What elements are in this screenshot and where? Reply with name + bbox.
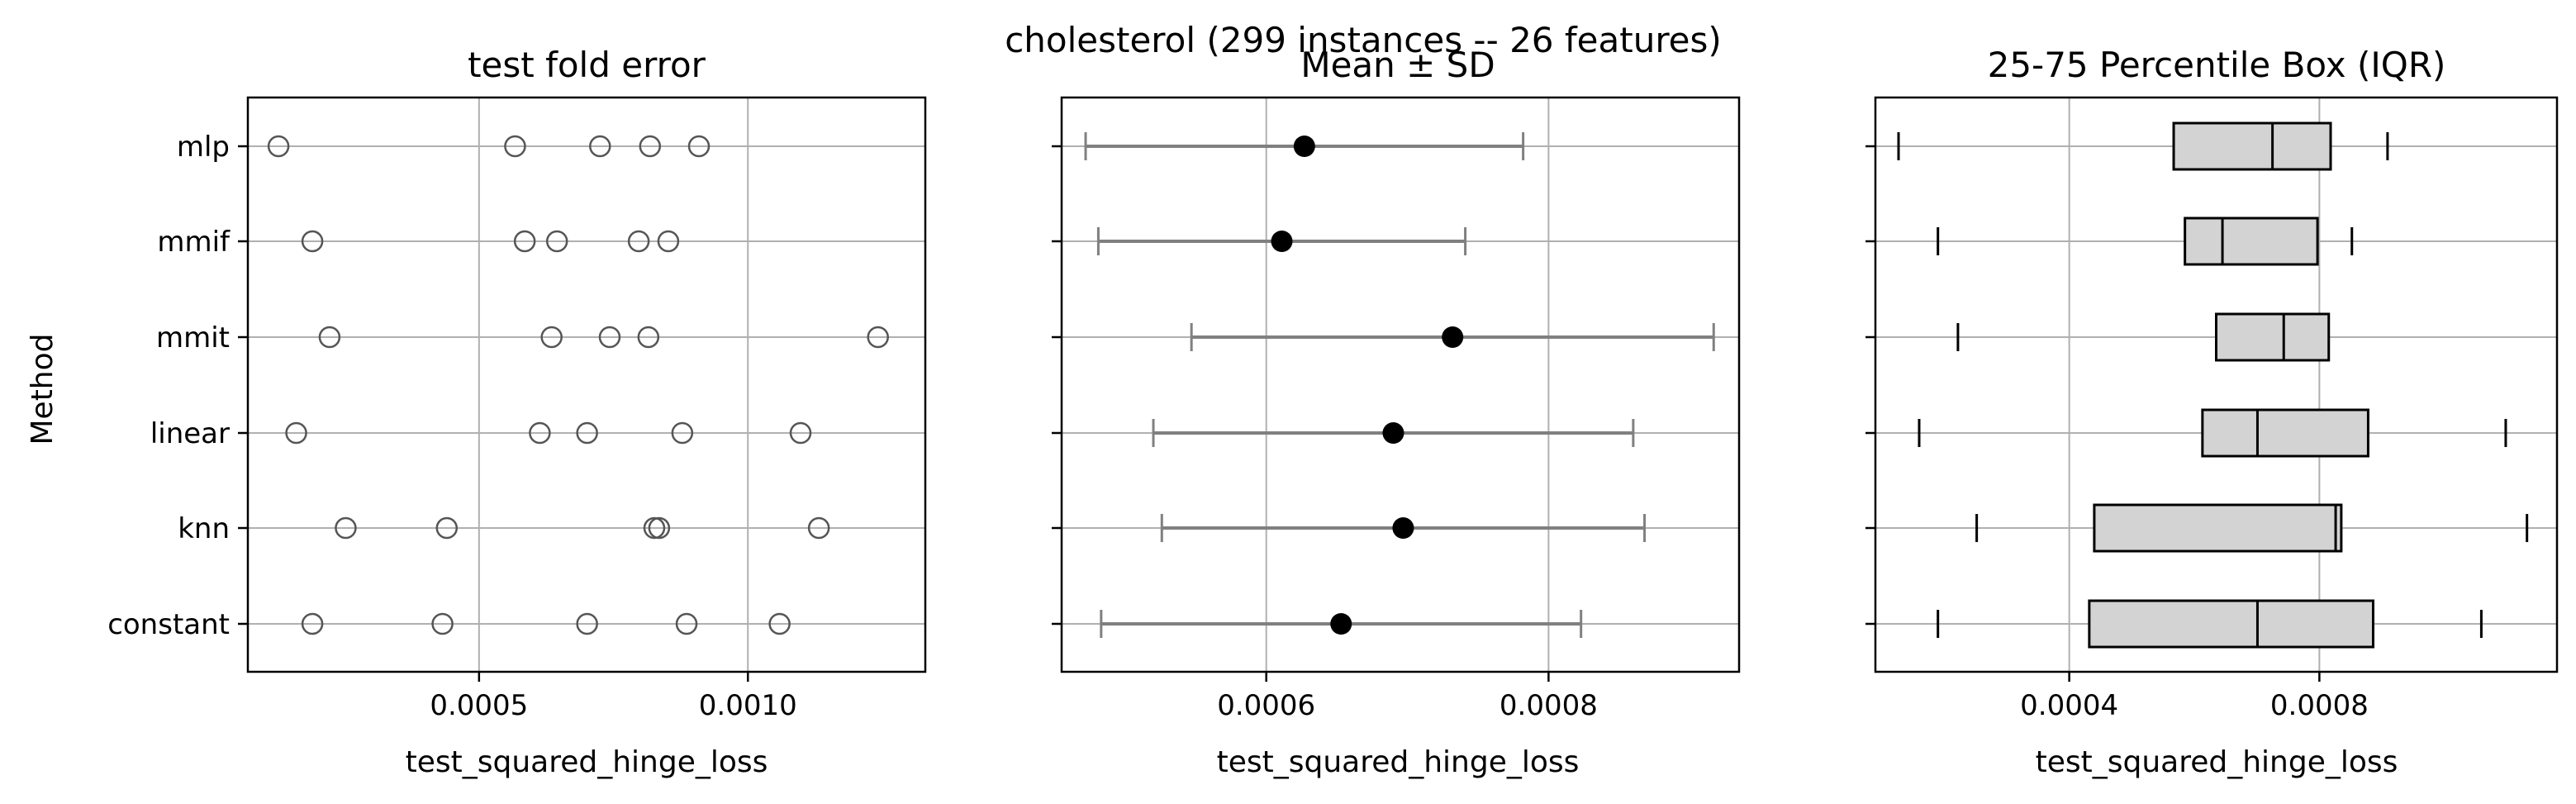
y-tick-label: mmit: [156, 321, 230, 354]
x-tick-label: 0.0004: [2020, 689, 2118, 722]
mean-marker: [1392, 517, 1414, 539]
axes-frame: [1060, 96, 1741, 673]
data-point: [285, 421, 307, 445]
data-point: [576, 421, 598, 445]
data-point: [576, 612, 598, 635]
data-point: [267, 135, 290, 158]
y-tick-label: mmif: [157, 226, 231, 259]
iqr-box: [2172, 121, 2332, 171]
data-point: [513, 230, 536, 253]
data-point: [639, 135, 662, 158]
data-point: [657, 230, 680, 253]
panel-title: test fold error: [468, 45, 706, 85]
y-tick-label: mlp: [177, 131, 230, 164]
data-point: [627, 230, 650, 253]
x-axis-label: test_squared_hinge_loss: [2036, 745, 2398, 779]
data-point: [529, 421, 551, 445]
data-point: [867, 326, 889, 349]
y-tick-label: constant: [107, 608, 230, 641]
data-point: [643, 516, 666, 540]
data-point: [301, 612, 324, 635]
x-tick-label: 0.0010: [699, 689, 797, 722]
panel-title: Mean ± SD: [1300, 45, 1495, 85]
y-tick-label: knn: [178, 512, 230, 545]
panel-mean-sd: Mean ± SD test_squared_hinge_loss 0.0006…: [1052, 45, 1741, 779]
data-point: [431, 612, 454, 635]
data-point: [671, 421, 694, 445]
y-axis-label: Method: [26, 333, 59, 445]
figure-suptitle: cholesterol (299 instances -- 26 feature…: [1005, 20, 1722, 60]
x-tick-label: 0.0006: [1217, 689, 1315, 722]
data-point: [435, 516, 459, 540]
mean-marker: [1382, 422, 1404, 444]
iqr-box: [2184, 216, 2319, 266]
mean-marker: [1271, 231, 1293, 252]
x-tick-label: 0.0005: [430, 689, 528, 722]
x-tick-label: 0.0008: [1499, 689, 1598, 722]
x-axis-label: test_squared_hinge_loss: [1217, 745, 1580, 779]
data-point: [335, 516, 357, 540]
panel-title: 25-75 Percentile Box (IQR): [1988, 45, 2446, 85]
panel-test-fold-error: test fold error Method test_squared_hing…: [26, 45, 927, 779]
x-tick-label: 0.0008: [2270, 689, 2369, 722]
data-point: [648, 516, 671, 540]
x-axis-label: test_squared_hinge_loss: [406, 745, 768, 779]
y-tick-label: linear: [150, 417, 230, 450]
data-point: [540, 326, 563, 349]
mean-marker: [1442, 326, 1464, 348]
iqr-box: [2201, 408, 2369, 458]
data-point: [589, 135, 611, 158]
mean-marker: [1330, 613, 1352, 635]
data-point: [598, 326, 621, 349]
data-point: [789, 421, 812, 445]
iqr-box: [2093, 503, 2343, 553]
data-point: [318, 326, 341, 349]
data-point: [687, 135, 711, 158]
data-point: [545, 230, 568, 253]
axes-frame: [1874, 96, 2559, 673]
data-point: [301, 230, 324, 253]
panel-iqr-box: 25-75 Percentile Box (IQR) test_squared_…: [1865, 45, 2559, 779]
iqr-box: [2215, 312, 2331, 362]
iqr-box: [2088, 599, 2374, 649]
mean-marker: [1293, 136, 1315, 157]
data-point: [675, 612, 698, 635]
data-point: [768, 612, 791, 635]
axes-frame: [246, 96, 927, 673]
data-point: [807, 516, 830, 540]
data-point: [637, 326, 660, 349]
data-point: [504, 135, 526, 158]
